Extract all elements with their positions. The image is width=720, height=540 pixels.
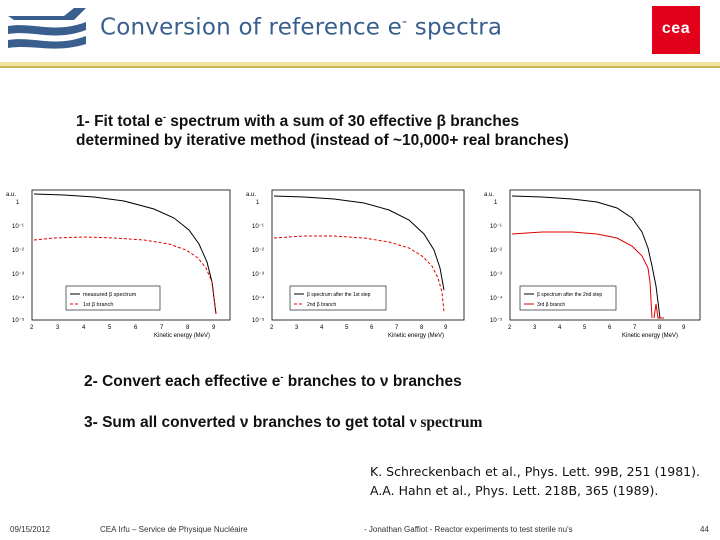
x-tick-label: 2 xyxy=(508,325,512,331)
x-tick-label: 7 xyxy=(395,325,399,331)
x-tick-label: 7 xyxy=(633,325,637,331)
footer-page-number: 44 xyxy=(700,525,709,534)
y-tick-label: 10⁻³ xyxy=(490,272,502,278)
y-tick-label: 10⁻³ xyxy=(252,272,264,278)
y-tick-label: 10⁻² xyxy=(12,248,24,254)
legend-box xyxy=(65,285,161,311)
plot-panel-2: a.u. 1 10⁻¹ 10⁻² 10⁻³ 10⁻⁴ 10⁻⁵ 2 3 4 5 … xyxy=(244,182,472,342)
y-tick-label: 10⁻¹ xyxy=(252,224,264,230)
legend-box xyxy=(519,285,617,311)
y-tick-label: 10⁻¹ xyxy=(490,224,502,230)
references: K. Schreckenbach et al., Phys. Lett. 99B… xyxy=(370,462,700,500)
second-branch-curve xyxy=(273,235,445,313)
x-tick-label: 9 xyxy=(444,325,448,331)
footer-talk: - Jonathan Gaffiot - Reactor experiments… xyxy=(364,525,573,534)
x-tick-label: 9 xyxy=(682,325,686,331)
y-tick-label: 10⁻⁵ xyxy=(12,317,25,324)
header-accent-bar xyxy=(0,62,720,66)
x-tick-label: 8 xyxy=(186,325,190,331)
x-tick-label: 6 xyxy=(370,325,374,331)
y-tick-label: 10⁻⁴ xyxy=(12,295,25,302)
y-tick-label: 10⁻⁴ xyxy=(252,295,265,302)
spectrum-after-step1-curve xyxy=(273,195,445,291)
x-tick-label: 3 xyxy=(56,325,60,331)
x-tick-label: 4 xyxy=(82,325,86,331)
y-tick-label: 10⁻³ xyxy=(12,272,24,278)
x-axis-label: Kinetic energy (MeV) xyxy=(154,333,210,339)
y-tick-label: 1 xyxy=(256,200,260,206)
x-tick-label: 5 xyxy=(583,325,587,331)
y-axis-label: a.u. xyxy=(484,192,494,198)
slide-footer: 09/15/2012 CEA Irfu – Service de Physiqu… xyxy=(0,516,720,540)
footer-institute: CEA Irfu – Service de Physique Nucléaire xyxy=(100,525,248,534)
legend-entry: 2nd β branch xyxy=(307,302,337,308)
y-tick-label: 10⁻² xyxy=(490,248,502,254)
plot-panel-3: a.u. 1 10⁻¹ 10⁻² 10⁻³ 10⁻⁴ 10⁻⁵ 2 3 4 5 … xyxy=(482,182,708,342)
y-tick-label: 10⁻⁴ xyxy=(490,295,503,302)
step-3-text: 3- Sum all converted ν branches to get t… xyxy=(84,414,483,431)
y-tick-label: 1 xyxy=(494,200,498,206)
measured-spectrum-curve xyxy=(33,193,217,315)
legend-entry: 1st β branch xyxy=(83,302,113,308)
plots-row: a.u. 1 10⁻¹ 10⁻² 10⁻³ 10⁻⁴ 10⁻⁵ 2 3 4 5 … xyxy=(0,182,720,342)
y-tick-label: 10⁻⁵ xyxy=(490,317,503,324)
third-branch-curve xyxy=(511,231,664,319)
first-branch-curve xyxy=(33,236,217,315)
x-axis-label: Kinetic energy (MeV) xyxy=(622,333,678,339)
step-1-text: 1- Fit total e- spectrum with a sum of 3… xyxy=(76,112,569,150)
x-axis-label: Kinetic energy (MeV) xyxy=(388,333,444,339)
x-tick-label: 6 xyxy=(608,325,612,331)
y-tick-label: 1 xyxy=(16,200,20,206)
cea-logo-icon: cea xyxy=(652,6,700,54)
header-accent-line xyxy=(0,66,720,68)
x-tick-label: 5 xyxy=(345,325,349,331)
legend-entry: β spectrum after the 2nd step xyxy=(537,292,602,298)
x-tick-label: 9 xyxy=(212,325,216,331)
y-axis-label: a.u. xyxy=(246,192,256,198)
x-tick-label: 5 xyxy=(108,325,112,331)
y-tick-label: 10⁻² xyxy=(252,248,264,254)
slide-header: Conversion of reference e- spectra cea xyxy=(0,0,720,62)
x-tick-label: 2 xyxy=(30,325,34,331)
y-tick-label: 10⁻¹ xyxy=(12,224,24,230)
reference-1: K. Schreckenbach et al., Phys. Lett. 99B… xyxy=(370,464,700,479)
institute-logo-icon xyxy=(4,4,90,56)
x-tick-label: 4 xyxy=(320,325,324,331)
y-tick-label: 10⁻⁵ xyxy=(252,317,265,324)
x-tick-label: 2 xyxy=(270,325,274,331)
legend-box xyxy=(289,285,387,311)
slide-title: Conversion of reference e- spectra xyxy=(100,14,503,41)
x-tick-label: 8 xyxy=(658,325,662,331)
x-tick-label: 4 xyxy=(558,325,562,331)
legend-entry: 3rd β branch xyxy=(537,302,565,308)
plot-panel-1: a.u. 1 10⁻¹ 10⁻² 10⁻³ 10⁻⁴ 10⁻⁵ 2 3 4 5 … xyxy=(4,182,242,342)
legend-entry: measured β spectrum xyxy=(83,292,137,298)
x-tick-label: 3 xyxy=(533,325,537,331)
reference-2: A.A. Hahn et al., Phys. Lett. 218B, 365 … xyxy=(370,483,659,498)
x-tick-label: 8 xyxy=(420,325,424,331)
x-tick-label: 6 xyxy=(134,325,138,331)
legend-entry: β spectrum after the 1st step xyxy=(307,292,371,298)
x-tick-label: 3 xyxy=(295,325,299,331)
spectrum-after-step2-curve xyxy=(511,195,661,319)
cea-logo-text: cea xyxy=(661,20,691,37)
step-2-text: 2- Convert each effective e- branches to… xyxy=(84,372,462,391)
x-tick-label: 7 xyxy=(160,325,164,331)
y-axis-label: a.u. xyxy=(6,192,16,198)
footer-date: 09/15/2012 xyxy=(10,525,51,534)
